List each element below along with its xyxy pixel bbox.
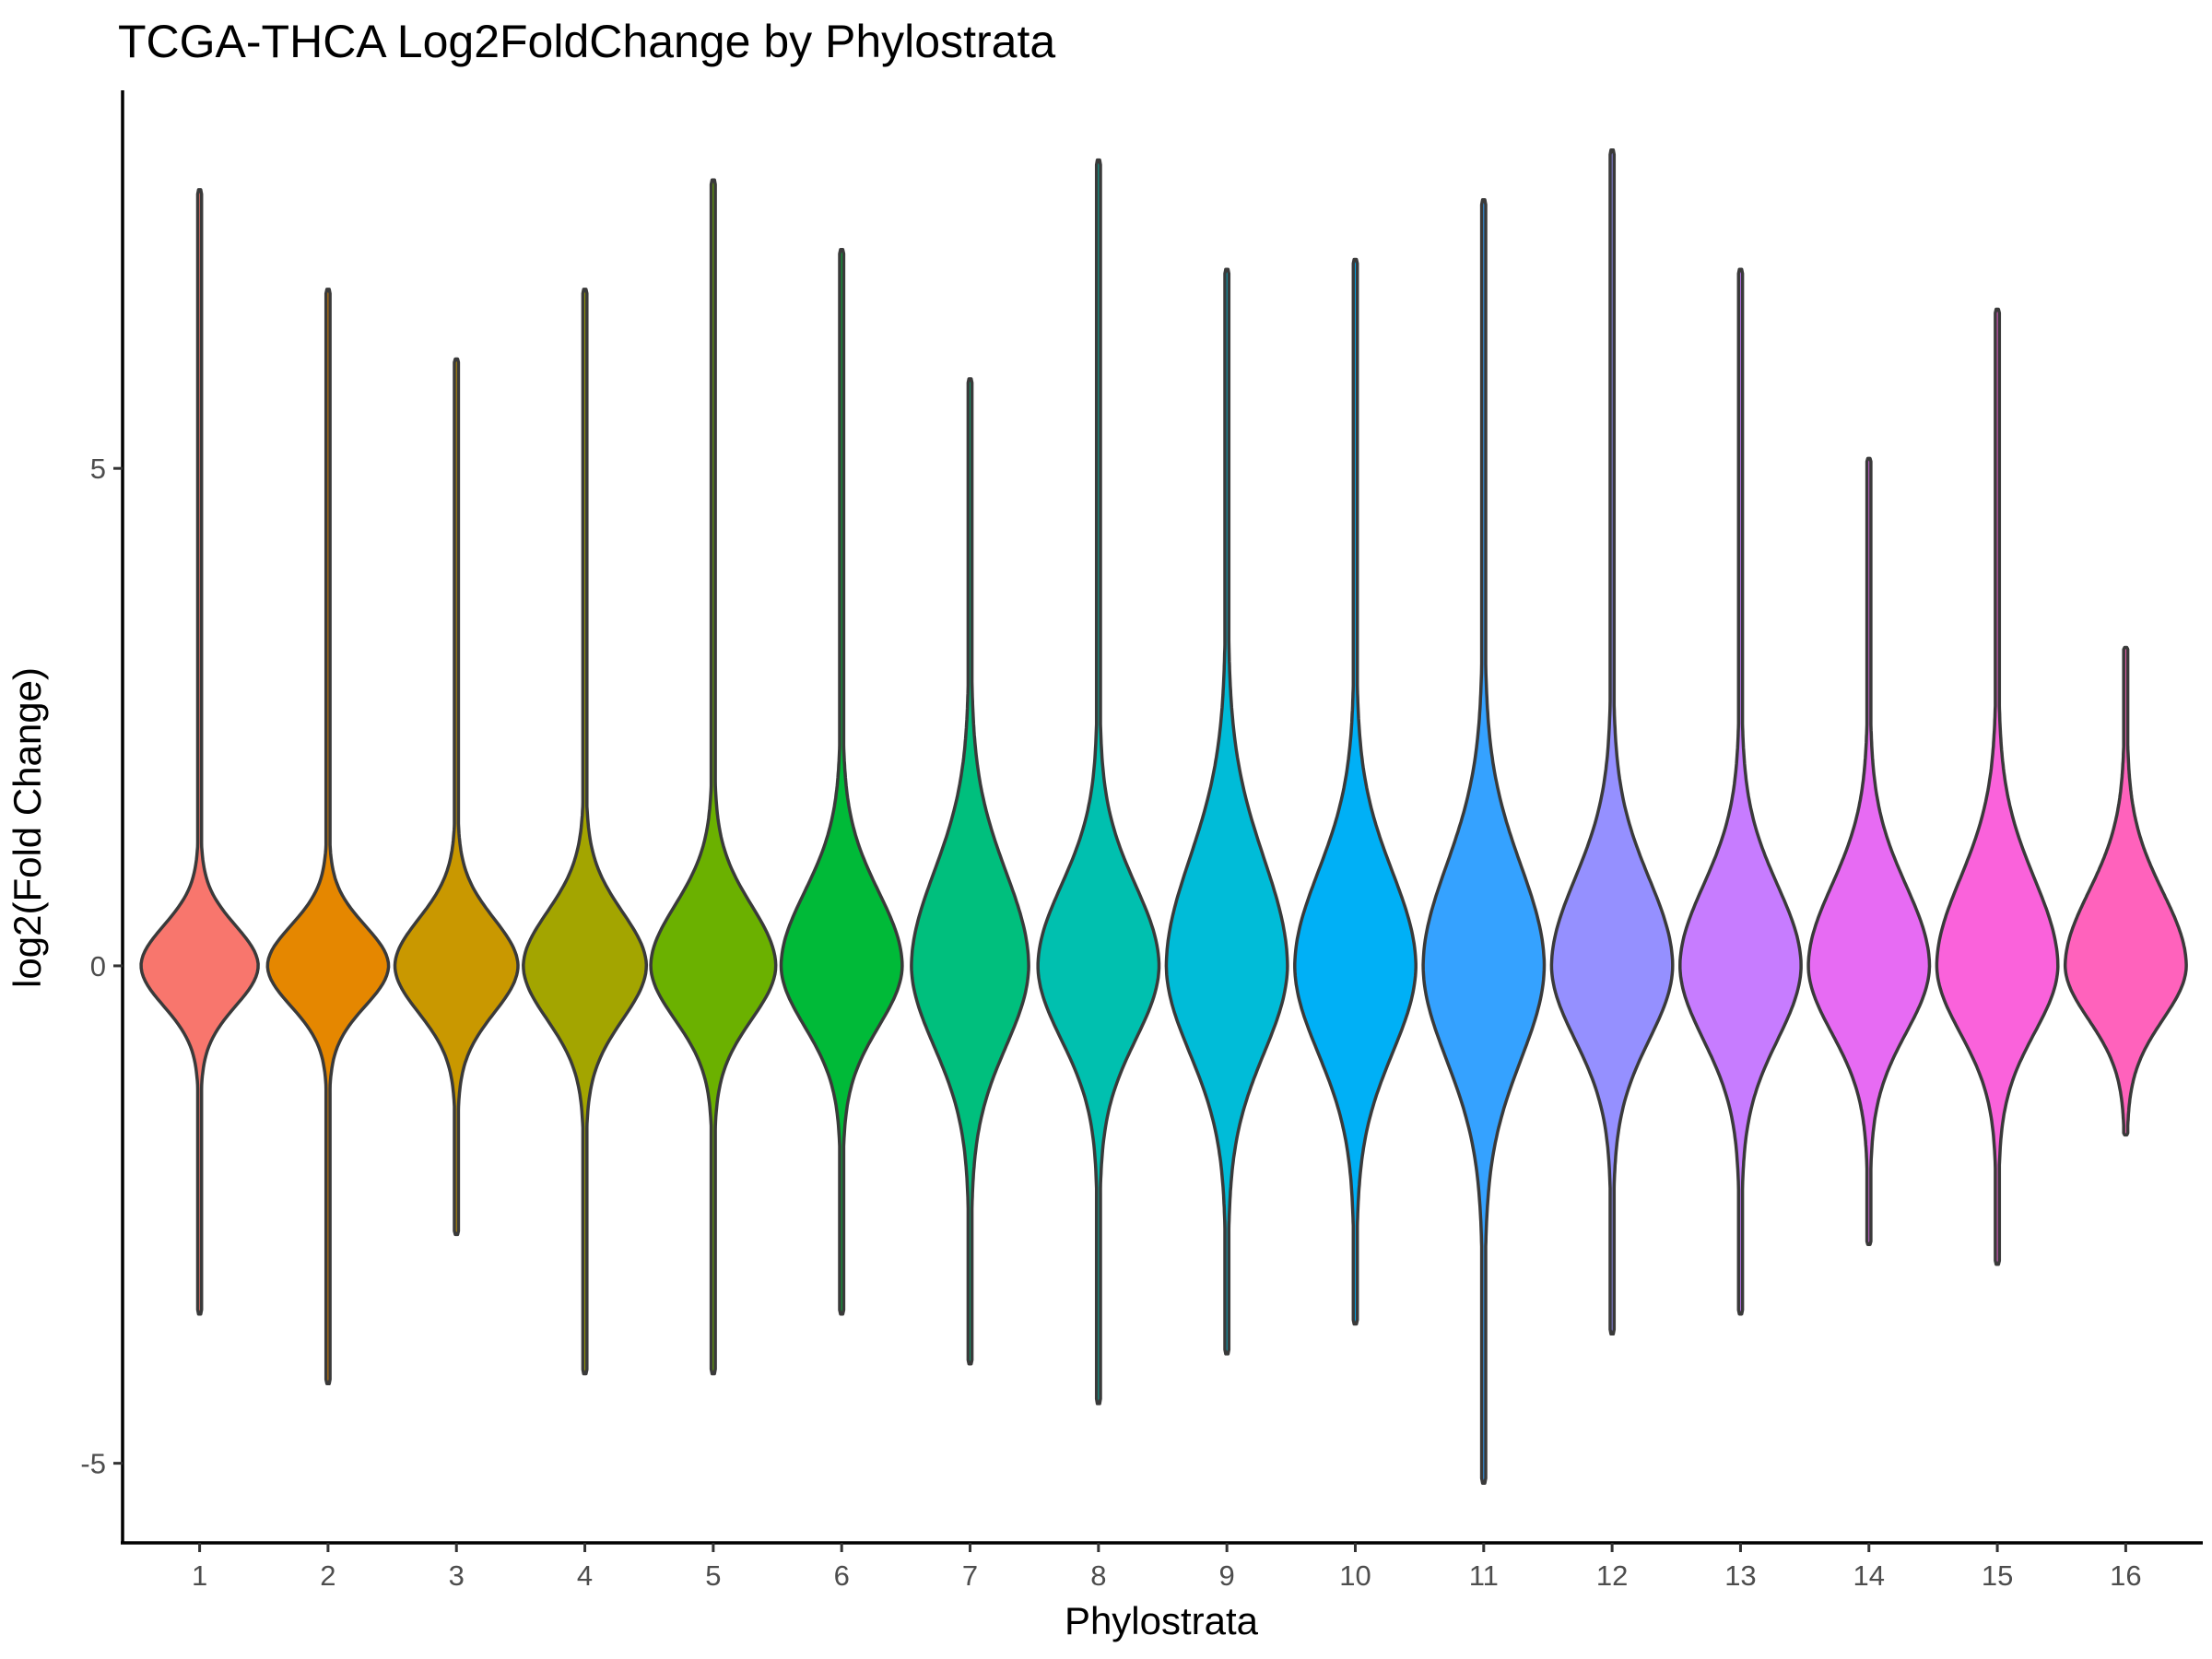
violin-3 — [393, 357, 520, 1237]
x-tick-label: 4 — [577, 1559, 593, 1592]
x-tick-label: 8 — [1090, 1559, 1106, 1592]
y-axis-title: log2(Fold Change) — [6, 667, 49, 988]
x-tick-label: 2 — [320, 1559, 335, 1592]
x-tick-label: 16 — [2110, 1559, 2141, 1592]
x-tick-label: 1 — [192, 1559, 207, 1592]
x-tick-label: 11 — [1469, 1559, 1499, 1592]
violin-14 — [1806, 456, 1932, 1246]
violin-15 — [1935, 307, 2060, 1266]
x-tick-label: 3 — [449, 1559, 465, 1592]
violin-13 — [1678, 267, 1803, 1316]
violin-16 — [2063, 645, 2188, 1137]
violin-6 — [779, 247, 904, 1316]
x-tick-label: 7 — [962, 1559, 978, 1592]
violin-5 — [649, 178, 778, 1376]
chart-title: TCGA-THCA Log2FoldChange by Phylostrata — [118, 16, 1055, 67]
axes — [121, 90, 2203, 1545]
x-tick-label: 12 — [1596, 1559, 1628, 1592]
x-tick-label: 10 — [1339, 1559, 1371, 1592]
violin-2 — [265, 288, 391, 1386]
y-ticks: -5 0 5 — [80, 453, 123, 1480]
x-tick-label: 13 — [1724, 1559, 1756, 1592]
x-axis-title: Phylostrata — [1065, 1599, 1259, 1642]
x-tick-label: 9 — [1219, 1559, 1235, 1592]
violin-11 — [1421, 197, 1547, 1485]
y-tick-label: 0 — [90, 950, 106, 982]
x-ticks: 1 2 3 4 5 6 7 8 9 10 11 12 13 14 15 16 — [192, 1543, 2142, 1592]
violin-8 — [1036, 158, 1161, 1406]
y-tick-label: -5 — [80, 1448, 106, 1480]
violin-layer — [139, 148, 2188, 1485]
violin-4 — [522, 288, 649, 1376]
x-tick-label: 6 — [834, 1559, 850, 1592]
x-tick-label: 5 — [705, 1559, 721, 1592]
x-tick-label: 15 — [1982, 1559, 2013, 1592]
violin-9 — [1164, 267, 1289, 1356]
x-tick-label: 14 — [1853, 1559, 1885, 1592]
violin-12 — [1549, 148, 1675, 1336]
violin-7 — [910, 377, 1030, 1366]
y-tick-label: 5 — [90, 453, 106, 485]
violin-1 — [139, 188, 260, 1316]
violin-10 — [1293, 257, 1418, 1326]
